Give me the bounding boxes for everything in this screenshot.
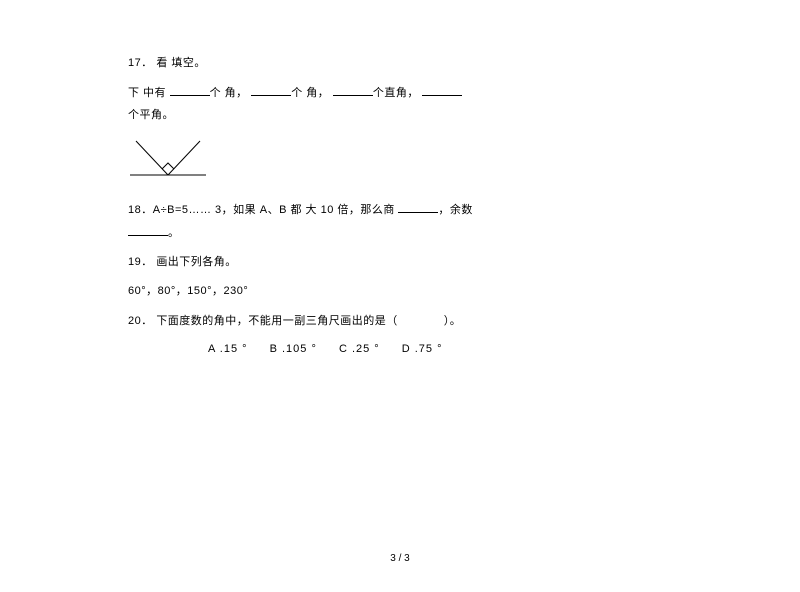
- page-footer: 3 / 3: [0, 553, 800, 564]
- q19-angles: 60°，80°，150°，230°: [128, 284, 672, 299]
- option-b: B .105 °: [270, 343, 317, 355]
- q19-title: 画出下列各角。: [156, 256, 237, 268]
- q17-title: 看 填空。: [156, 57, 206, 69]
- q20-options: A .15 ° B .105 ° C .25 ° D .75 °: [208, 343, 672, 355]
- q18-line1: 18．A÷B=5…… 3，如果 A、B 都 大 10 倍，那么商 ，余数: [128, 202, 672, 218]
- q17-t5: 个平角。: [128, 109, 174, 121]
- q18-t3: 。: [168, 227, 180, 239]
- q17-t3: 个 角，: [291, 87, 329, 99]
- option-c: C .25 °: [339, 343, 380, 355]
- q18-t1: A÷B=5…… 3，如果 A、B 都 大 10 倍，那么商: [153, 204, 399, 216]
- blank: [422, 85, 462, 96]
- q17-body-line1: 下 中有 个 角， 个 角， 个直角，: [128, 85, 672, 101]
- blank: [398, 202, 438, 213]
- q20-line: 20． 下面度数的角中，不能用一副三角尺画出的是（ ）。: [128, 314, 672, 329]
- q17-number: 17．: [128, 57, 153, 69]
- q19-header: 19． 画出下列各角。: [128, 255, 672, 270]
- q17-header: 17． 看 填空。: [128, 56, 672, 71]
- q18-number: 18．: [128, 204, 153, 216]
- q18-t2: ，余数: [438, 204, 473, 216]
- q17-body-line2: 个平角。: [128, 108, 672, 123]
- q17-figure: [128, 137, 672, 184]
- option-a: A .15 °: [208, 343, 248, 355]
- blank: [170, 85, 210, 96]
- q17-t4: 个直角，: [373, 87, 419, 99]
- q20-text: 下面度数的角中，不能用一副三角尺画出的是（ ）。: [156, 315, 461, 327]
- q18-line2: 。: [128, 225, 672, 241]
- angle-diagram-icon: [128, 137, 208, 179]
- q20-number: 20．: [128, 315, 153, 327]
- blank: [333, 85, 373, 96]
- q17-t1: 下 中有: [128, 87, 170, 99]
- blank: [251, 85, 291, 96]
- page-content: 17． 看 填空。 下 中有 个 角， 个 角， 个直角， 个平角。 18．A÷…: [0, 0, 800, 355]
- blank: [128, 225, 168, 236]
- q17-t2: 个 角，: [210, 87, 248, 99]
- q19-number: 19．: [128, 256, 153, 268]
- option-d: D .75 °: [402, 343, 443, 355]
